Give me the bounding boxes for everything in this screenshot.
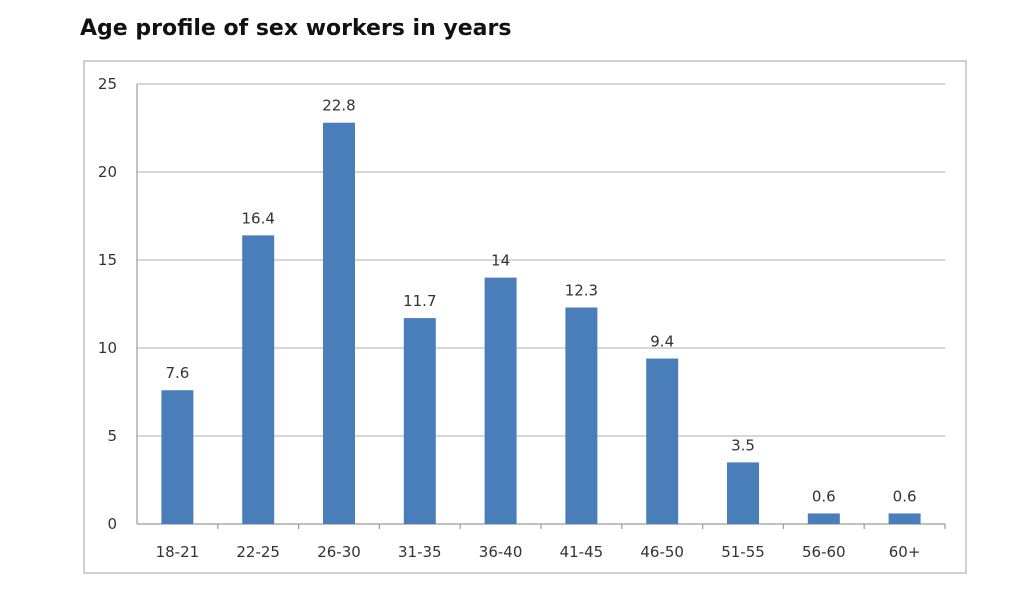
data-label: 3.5 [731, 436, 755, 454]
y-tick-label: 5 [107, 427, 117, 445]
data-label: 14 [491, 252, 510, 270]
bar [484, 277, 517, 524]
x-tick-label: 26-30 [317, 543, 361, 561]
x-tick-label: 46-50 [640, 543, 684, 561]
x-tick-label: 60+ [889, 543, 921, 561]
y-tick-label: 20 [98, 163, 117, 181]
data-label: 9.4 [650, 333, 674, 351]
x-tick-label: 41-45 [560, 543, 604, 561]
x-tick-label: 31-35 [398, 543, 442, 561]
data-label: 16.4 [241, 209, 274, 227]
chart-frame [83, 60, 967, 574]
y-tick-label: 25 [98, 75, 117, 93]
data-label: 7.6 [165, 364, 189, 382]
bar [323, 122, 355, 524]
bar [242, 235, 275, 525]
data-label: 0.6 [812, 487, 836, 505]
bar [888, 513, 921, 524]
data-label: 11.7 [403, 292, 436, 310]
bar [727, 462, 759, 524]
data-label: 12.3 [565, 282, 598, 300]
bar [161, 390, 194, 524]
data-label: 0.6 [893, 487, 917, 505]
bar [807, 513, 840, 524]
y-tick-label: 15 [98, 251, 117, 269]
x-tick-label: 56-60 [802, 543, 846, 561]
bar [565, 307, 598, 524]
data-label: 22.8 [322, 97, 355, 115]
bar [646, 358, 679, 524]
x-tick-label: 51-55 [721, 543, 765, 561]
y-tick-label: 10 [98, 339, 117, 357]
y-tick-label: 0 [107, 515, 117, 533]
x-tick-label: 22-25 [236, 543, 280, 561]
bar [403, 318, 436, 524]
chart-title: Age profile of sex workers in years [80, 16, 512, 41]
x-tick-label: 36-40 [479, 543, 523, 561]
x-tick-label: 18-21 [156, 543, 200, 561]
